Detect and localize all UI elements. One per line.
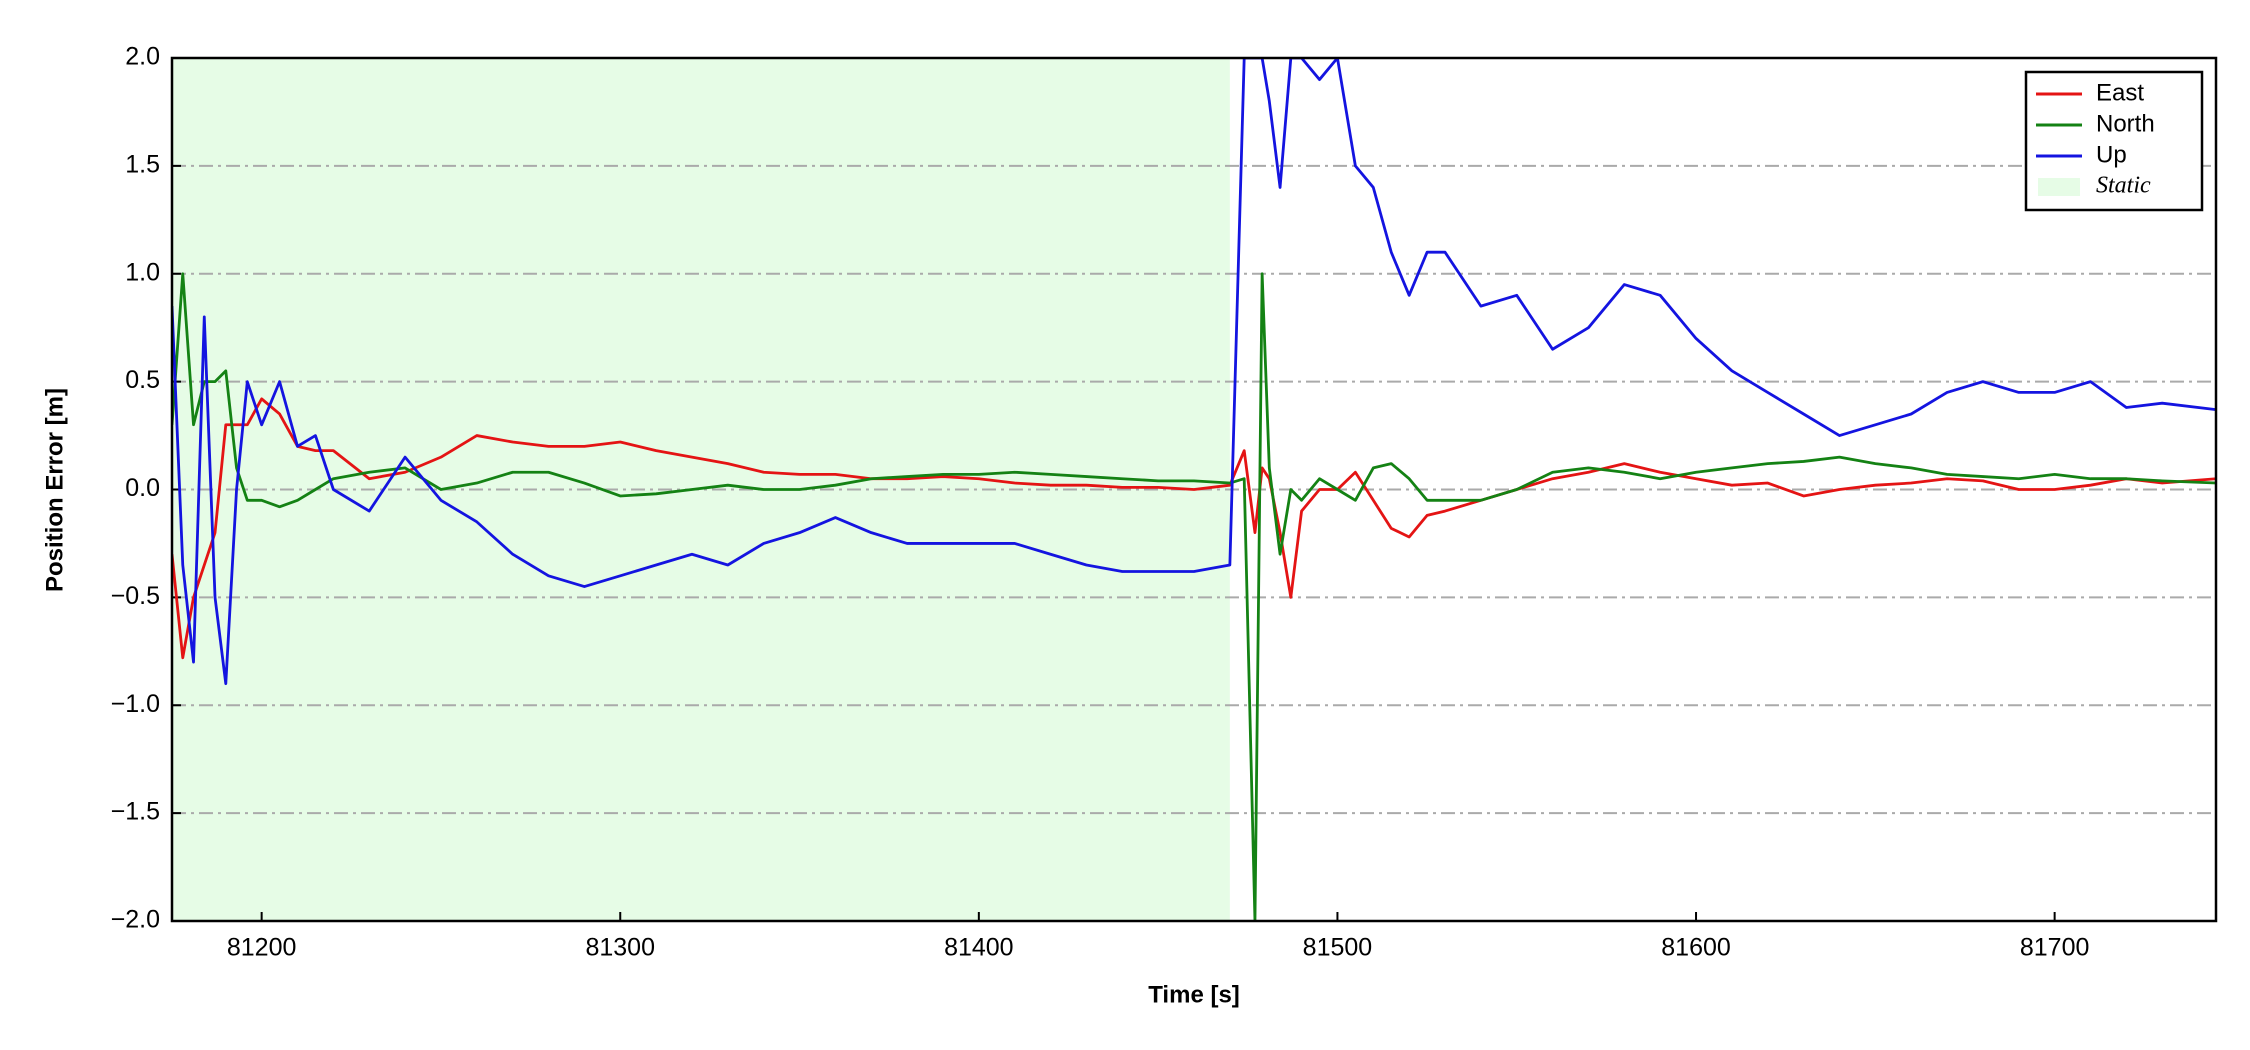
y-tick-label: 0.5 xyxy=(125,366,160,394)
y-tick-label: −2.0 xyxy=(111,906,160,934)
y-axis-label: Position Error [m] xyxy=(41,388,68,592)
series-line xyxy=(172,58,2216,686)
y-tick-label: −1.0 xyxy=(111,690,160,718)
x-axis-label: Time [s] xyxy=(1148,981,1240,1008)
y-tick-label: 1.5 xyxy=(125,150,160,178)
y-tick-label: 0.0 xyxy=(125,474,160,502)
x-tick-label: 81700 xyxy=(2020,934,2090,962)
y-tick-label: −1.5 xyxy=(111,798,160,826)
plot-frame xyxy=(170,56,2218,923)
plot-lines xyxy=(172,58,2216,921)
x-tick-label: 81200 xyxy=(227,934,297,962)
y-tick-label: 1.0 xyxy=(125,258,160,286)
legend-label: Static xyxy=(2096,173,2151,199)
legend-label: North xyxy=(2096,110,2155,137)
series-line xyxy=(172,397,2216,660)
x-tick-label: 81600 xyxy=(1661,934,1731,962)
legend-label: East xyxy=(2096,79,2144,106)
series-line xyxy=(172,272,2216,921)
x-tick-label: 81500 xyxy=(1303,934,1373,962)
x-tick-label: 81300 xyxy=(585,934,655,962)
y-tick-label: −0.5 xyxy=(111,582,160,610)
legend-label: Up xyxy=(2096,141,2127,168)
y-tick-label: 2.0 xyxy=(125,43,160,71)
legend-swatch xyxy=(2038,178,2080,196)
x-tick-label: 81400 xyxy=(944,934,1014,962)
